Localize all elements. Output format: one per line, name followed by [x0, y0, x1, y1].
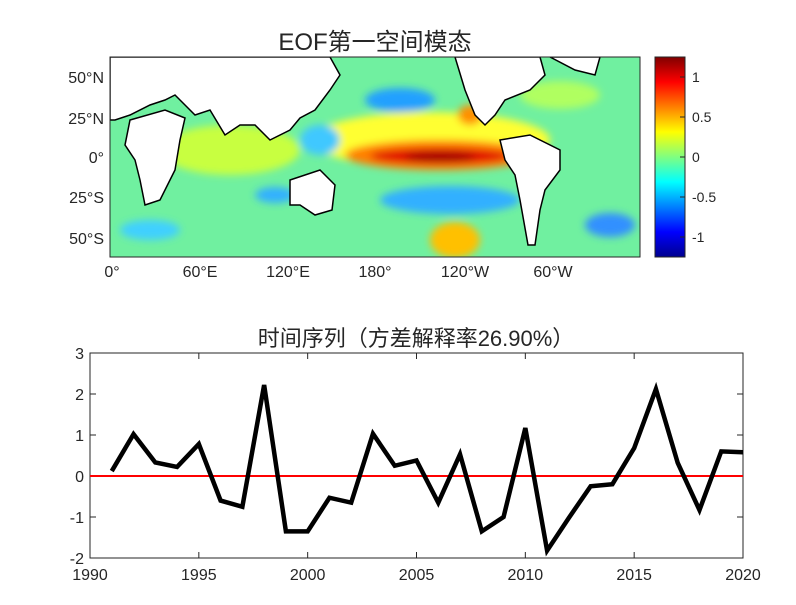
- y-tick-label: -2: [70, 551, 84, 568]
- lat-tick-label: 50°S: [69, 231, 104, 248]
- colorbar-tick-label: 0.5: [692, 109, 712, 125]
- x-tick-label: 2010: [508, 567, 544, 584]
- y-tick-label: 2: [75, 387, 84, 404]
- x-tick-label: 2005: [399, 567, 435, 584]
- x-tick-label: 1995: [181, 567, 217, 584]
- lon-tick-label: 120°E: [266, 264, 310, 281]
- lat-tick-label: 25°S: [69, 190, 104, 207]
- lat-tick-label: 0°: [89, 150, 104, 167]
- lon-tick-label: 180°: [358, 264, 391, 281]
- colorbar-tick-label: -0.5: [692, 189, 716, 205]
- lon-tick-label: 60°W: [533, 264, 573, 281]
- colorbar-tick-label: 0: [692, 149, 700, 165]
- lon-tick-label: 60°E: [183, 264, 218, 281]
- x-tick-label: 1990: [72, 567, 108, 584]
- map-title: EOF第一空间模态: [278, 29, 471, 56]
- lon-tick-label: 0°: [104, 264, 119, 281]
- timeseries-title: 时间序列（方差解释率26.90%）: [258, 326, 575, 351]
- lat-tick-label: 50°N: [68, 70, 104, 87]
- y-tick-label: 0: [75, 469, 84, 486]
- x-tick-label: 2015: [616, 567, 652, 584]
- eof-map-field: [110, 57, 640, 258]
- map-lon-ticks: 0° 60°E 120°E 180° 120°W 60°W: [104, 264, 573, 281]
- y-tick-label: 3: [75, 346, 84, 363]
- x-tick-label: 2000: [290, 567, 326, 584]
- map-lat-ticks: 50°N 25°N 0° 25°S 50°S: [68, 70, 104, 248]
- y-tick-label: -1: [70, 510, 84, 527]
- x-tick-label: 2020: [725, 567, 761, 584]
- colorbar-tick-label: 1: [692, 69, 700, 85]
- lon-tick-label: 120°W: [441, 264, 490, 281]
- lat-tick-label: 25°N: [68, 111, 104, 128]
- colorbar-tick-label: -1: [692, 229, 705, 245]
- y-tick-label: 1: [75, 428, 84, 445]
